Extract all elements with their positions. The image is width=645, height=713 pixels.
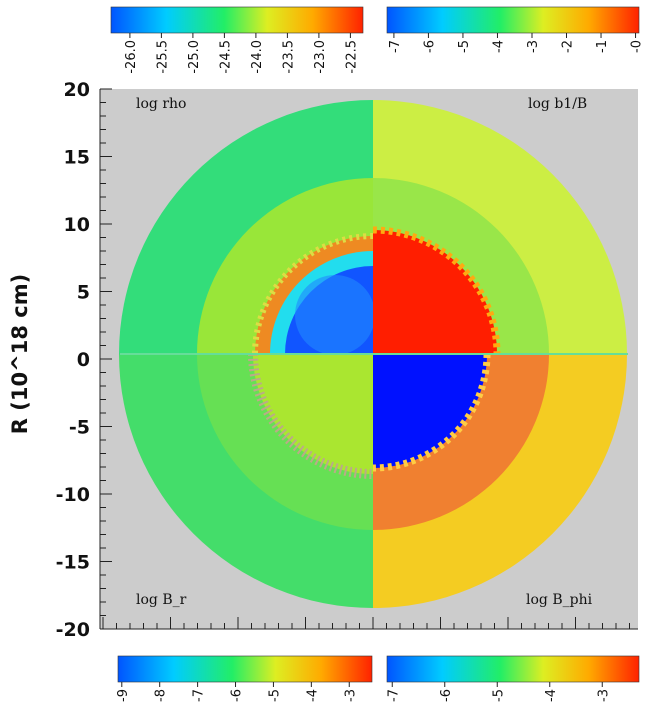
quadrant-log-b1-B [373,100,627,354]
y-tick-label: 5 [77,282,90,304]
colorbar-tick-label: -8 [154,689,169,702]
colorbar-tick-label: -4 [544,689,559,702]
colorbar-tick-label: -4 [491,40,506,53]
colorbar-tick-label: -2 [561,40,576,53]
colorbar-tick-label: -22.5 [344,40,359,74]
colorbar-tick-label: -6 [422,40,437,53]
colorbar-tick-label: -24.5 [218,40,233,74]
colorbar-tick-label: -9 [116,689,131,702]
colorbar-tick-label: -7 [192,689,207,702]
label-log-B-r: log B_r [136,592,187,608]
y-axis-ticks: 20 15 10 5 0 -5 -10 -15 -20 [56,79,112,641]
x-axis-ticks [102,617,630,629]
colorbar-tick-label: -6 [439,689,454,702]
colorbar-tick-label: -3 [526,40,541,53]
colorbar-tick-label: -23.0 [313,40,328,74]
y-axis-title: R (10^18 cm) [8,274,32,434]
colorbar-tick-label: -23.5 [281,40,296,74]
colorbar-tick-label: -26.0 [124,40,139,74]
colorbar-tick-label: -3 [343,689,358,702]
colorbar-tick-label: -7 [388,40,403,53]
y-tick-label: 10 [64,214,90,236]
colorbar-tick-label: -1 [595,40,610,53]
colorbar-log-B-phi [386,655,640,683]
quadrant-log-B-r [119,354,373,608]
quadrant-log-rho [119,100,373,354]
colorbar-tick-label: -5 [267,689,282,702]
colorbar-tick-label: -7 [386,689,401,702]
colorbar-tick-label: -4 [305,689,320,702]
y-tick-label: 15 [64,147,90,169]
y-tick-label: -15 [56,552,90,574]
y-tick-label: 0 [77,349,90,371]
colorbar-ticks: -26.0 -25.5 -25.0 -24.5 -24.0 -23.5 -23.0 -22.5… [116,33,645,702]
colorbar-log-b1-B [386,6,640,34]
y-tick-label: -10 [56,484,90,506]
colorbar-tick-label: -5 [491,689,506,702]
colorbar-tick-label: -25.5 [155,40,170,74]
colorbar-log-rho [110,6,364,34]
colorbar-log-B-r [117,655,373,683]
colorbar-tick-label: -5 [457,40,472,53]
y-tick-label: -5 [69,417,90,439]
label-log-B-phi: log B_phi [526,592,593,608]
colorbar-tick-label: -24.0 [250,40,265,74]
colorbar-tick-label: -0 [630,40,645,53]
label-log-rho: log rho [136,96,186,112]
quadrant-log-B-phi [373,354,627,608]
colorbar-tick-label: -6 [230,689,245,702]
colorbar-tick-label: -3 [596,689,611,702]
y-tick-label: 20 [64,79,90,101]
y-tick-label: -20 [56,619,90,641]
colorbar-tick-label: -25.0 [187,40,202,74]
label-log-b1-B: log b1/B [528,96,587,112]
